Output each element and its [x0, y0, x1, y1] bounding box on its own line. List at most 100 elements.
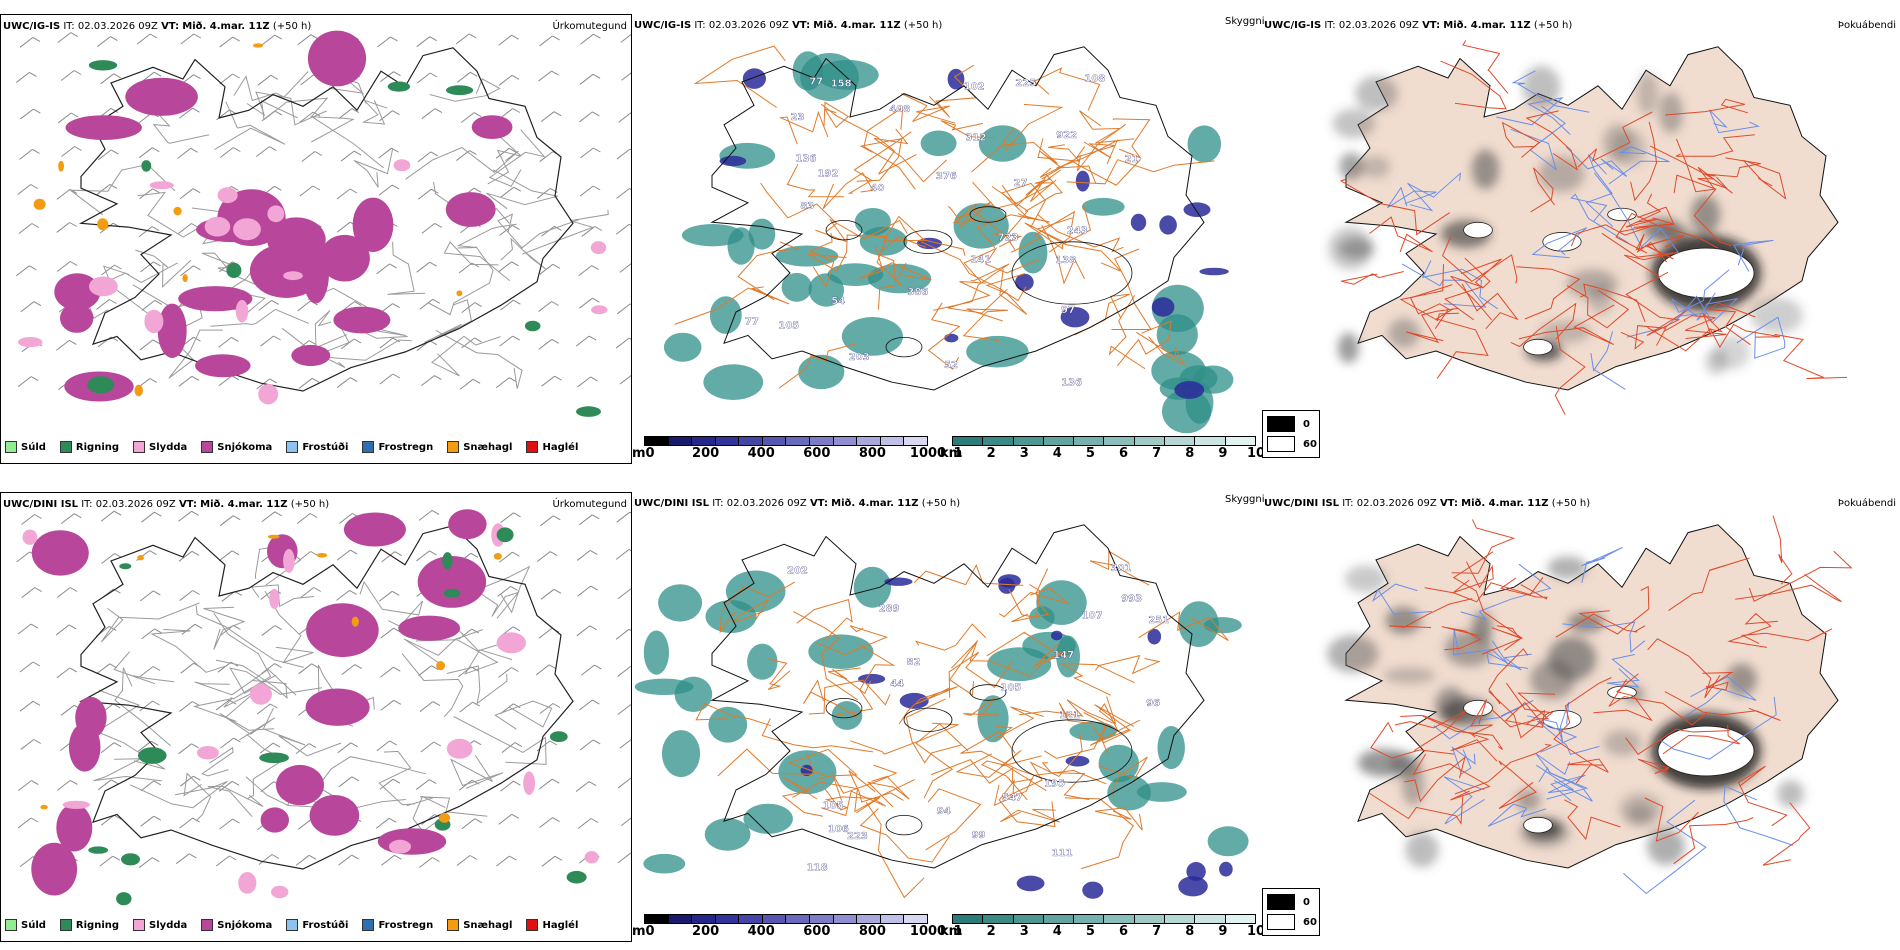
field-blobs: [663, 51, 1234, 434]
road: [761, 718, 874, 753]
field-cell: [387, 81, 411, 92]
fog-cell: [1547, 556, 1588, 579]
wind-barb-flag: [192, 107, 200, 113]
field-cell: [438, 812, 451, 823]
colorbar-segment: [1043, 437, 1075, 445]
road: [781, 777, 824, 817]
road: [353, 148, 394, 188]
colorbar-tick: 10: [1246, 924, 1262, 939]
road: [1580, 546, 1624, 584]
wind-barb: [421, 223, 436, 234]
land-area: [1344, 46, 1839, 391]
wind-barb: [379, 337, 394, 349]
wind-barb-flag: [469, 855, 478, 860]
field-cell: [233, 218, 261, 241]
field-cell: [742, 68, 766, 89]
legend-label: Frostúði: [302, 919, 349, 931]
road: [1601, 232, 1679, 278]
fog-cell: [1361, 155, 1391, 179]
fog-legend-label: 60: [1303, 438, 1317, 450]
road: [1564, 799, 1621, 841]
wind-barb-flag: [153, 780, 162, 786]
wind-barb: [617, 777, 631, 789]
field-cell: [977, 695, 1009, 743]
wind-barb-flag: [589, 625, 598, 631]
wind-barb-flag: [429, 72, 438, 78]
wind-barb: [140, 780, 155, 792]
height-label: 158: [831, 79, 852, 90]
road: [1635, 233, 1668, 263]
legend-item: Snjókoma: [201, 919, 272, 931]
legend-label: Slydda: [149, 441, 188, 453]
field-cell: [978, 125, 1027, 162]
wind-barb: [341, 664, 356, 675]
colorbar-tick: 4: [1052, 446, 1062, 461]
glacier: [1607, 207, 1637, 222]
colorbar-segment: [1134, 915, 1166, 923]
colorbar-segment: [983, 437, 1014, 445]
field-cell: [97, 218, 109, 231]
wind-barb-flag: [70, 32, 79, 38]
wind-barb: [496, 855, 510, 867]
road: [695, 702, 772, 727]
wind-barb-flag: [191, 510, 199, 516]
road: [1662, 725, 1741, 755]
wind-barb-flag: [190, 147, 198, 153]
legend-swatch: [362, 441, 375, 453]
road: [453, 716, 547, 765]
road: [449, 755, 504, 789]
field-cell: [1162, 389, 1212, 434]
precip-map: [16, 30, 631, 417]
wind-barb-flag: [274, 110, 283, 116]
wind-barb: [218, 337, 232, 348]
wind-barb: [419, 857, 433, 868]
wind-barb: [539, 151, 554, 162]
wind-barb: [417, 188, 432, 200]
field-cell: [523, 771, 535, 795]
wind-barb-flag: [628, 223, 631, 226]
road: [947, 281, 1008, 314]
wind-barb: [255, 146, 270, 158]
wind-barb: [179, 188, 194, 200]
wind-barb: [619, 263, 631, 273]
wind-barb-flag: [34, 514, 42, 519]
colorbar-segment: [810, 437, 834, 445]
wind-barb-flag: [154, 511, 162, 517]
wind-barb: [18, 223, 33, 234]
wind-barb-flag: [310, 551, 318, 556]
road: [1774, 333, 1848, 380]
road: [150, 629, 227, 673]
road: [863, 106, 916, 190]
road: [1736, 316, 1786, 359]
wind-barb-flag: [551, 301, 559, 306]
field-cell: [18, 337, 43, 348]
height-label: 408: [889, 104, 910, 115]
road: [456, 223, 517, 249]
wind-barb: [499, 335, 514, 347]
road: [1702, 672, 1734, 691]
road: [1111, 248, 1153, 330]
wind-barb: [540, 588, 555, 600]
field-cell: [88, 60, 118, 71]
road: [802, 679, 859, 718]
road: [767, 658, 791, 690]
legend-label: Súld: [21, 441, 46, 453]
colorbar-segment: [904, 437, 927, 445]
fog-cell: [1705, 349, 1728, 375]
wind-barb-flag: [154, 628, 162, 634]
road: [1339, 178, 1451, 236]
field-cell: [343, 512, 406, 547]
height-label: 243: [1067, 226, 1088, 237]
field-cell: [62, 800, 90, 809]
wind-barb-flag: [592, 699, 600, 705]
land-area: [1344, 524, 1839, 869]
wind-barb-flag: [592, 739, 601, 745]
wind-barb: [178, 223, 192, 234]
field-cell: [456, 290, 463, 297]
field-cell: [333, 306, 391, 334]
wind-barb-flag: [70, 779, 78, 785]
field-cell: [781, 272, 812, 302]
height-label: 301: [1111, 563, 1132, 574]
wind-barb: [617, 588, 631, 600]
road: [925, 788, 982, 851]
